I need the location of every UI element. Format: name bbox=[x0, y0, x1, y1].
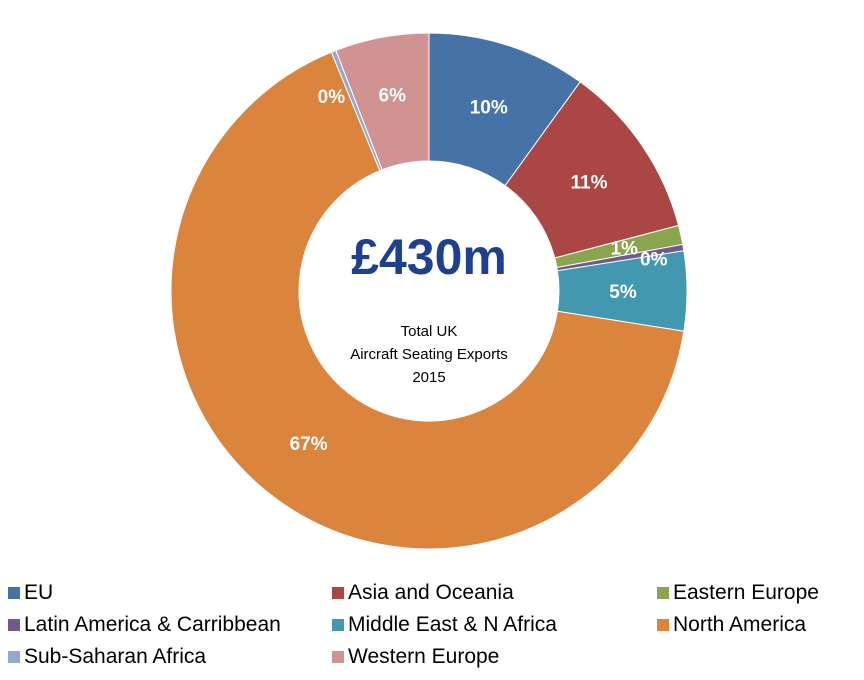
legend-swatch bbox=[657, 586, 669, 599]
legend-item-middle-east: Middle East & N Africa bbox=[332, 608, 557, 641]
center-caption-line-2: Aircraft Seating Exports bbox=[350, 346, 508, 363]
center-caption-line-1: Total UK bbox=[401, 323, 458, 340]
legend-label: Asia and Oceania bbox=[348, 580, 514, 604]
legend: EU Asia and Oceania Eastern Europe Latin… bbox=[0, 576, 864, 680]
legend-item-asia-oceania: Asia and Oceania bbox=[332, 576, 514, 609]
center-caption-line-3: 2015 bbox=[412, 369, 445, 386]
legend-label: Latin America & Carribbean bbox=[24, 612, 281, 636]
legend-label: Middle East & N Africa bbox=[348, 612, 557, 636]
legend-item-sub-saharan-africa: Sub-Saharan Africa bbox=[8, 640, 206, 673]
legend-label: North America bbox=[673, 612, 807, 636]
legend-swatch bbox=[657, 618, 669, 631]
legend-swatch bbox=[332, 650, 344, 663]
legend-label: EU bbox=[24, 580, 54, 604]
data-label-eastern-europe: 1% bbox=[610, 239, 638, 260]
slices-group bbox=[170, 32, 688, 550]
legend-swatch bbox=[8, 586, 20, 599]
donut-hole bbox=[299, 161, 559, 421]
data-labels-group: 10%11%1%0%5%67%0% 6% bbox=[290, 85, 668, 455]
legend-item-latin-america: Latin America & Carribbean bbox=[8, 608, 281, 641]
data-label-north-america: 67% bbox=[290, 434, 328, 455]
data-label-western-europe: 6% bbox=[379, 85, 407, 106]
donut-chart: 10%11%1%0%5%67%0% 6% £430m Total UK Aircr… bbox=[170, 32, 688, 550]
legend-label: Eastern Europe bbox=[673, 580, 819, 604]
legend-item-eu: EU bbox=[8, 576, 53, 609]
data-label-asia-and-oceania: 11% bbox=[571, 172, 608, 193]
legend-item-western-europe: Western Europe bbox=[332, 640, 499, 673]
legend-swatch bbox=[332, 586, 344, 599]
legend-label: Western Europe bbox=[348, 644, 500, 668]
legend-item-north-america: North America bbox=[657, 608, 806, 641]
legend-swatch bbox=[8, 618, 20, 631]
legend-swatch bbox=[332, 618, 344, 631]
data-label-middle-east-n-africa: 5% bbox=[609, 282, 637, 303]
data-label-sub-saharan-africa: 0% bbox=[318, 87, 346, 108]
legend-item-eastern-europe: Eastern Europe bbox=[657, 576, 819, 609]
center-value: £430m bbox=[351, 229, 507, 285]
legend-swatch bbox=[8, 650, 20, 663]
data-label-eu: 10% bbox=[470, 97, 508, 118]
legend-label: Sub-Saharan Africa bbox=[24, 644, 207, 668]
data-label-latin-america-carribbean: 0% bbox=[640, 250, 668, 271]
